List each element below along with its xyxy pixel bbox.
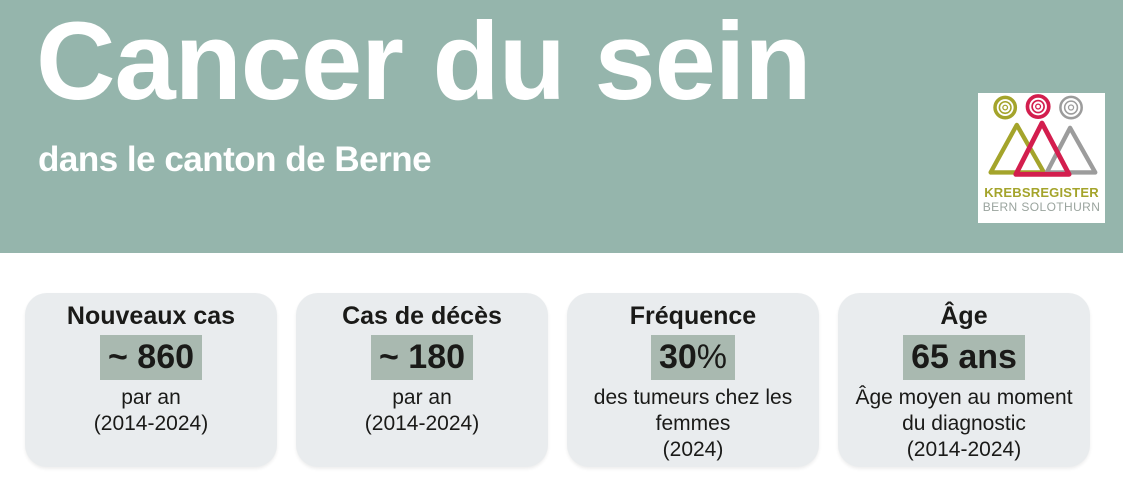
value-main: 65 ans — [911, 338, 1017, 376]
card-value-row: 30% — [567, 335, 819, 380]
card-title: Nouveaux cas — [66, 302, 236, 330]
card-line: (2024) — [662, 438, 724, 461]
three-mountains-icon — [988, 94, 1098, 177]
page-title: Cancer du sein — [36, 0, 812, 123]
card-title: Cas de décès — [342, 302, 502, 330]
card-line: par an — [121, 386, 181, 409]
card-value-row: 65 ans — [838, 335, 1090, 380]
card-line: (2014-2024) — [364, 412, 480, 435]
card-frequency: Fréquence 30% des tumeurs chez les femme… — [567, 293, 819, 467]
krebsregister-logo: KREBSREGISTER BERN SOLOTHURN — [978, 93, 1105, 223]
card-value-row: ~ 860 — [25, 335, 277, 380]
header-band: Cancer du sein dans le canton de Berne K… — [0, 0, 1123, 253]
highlighted-value: ~ 180 — [370, 335, 474, 380]
card-description: des tumeurs chez les femmes (2024) — [580, 385, 806, 463]
value-main: ~ 180 — [378, 338, 466, 376]
card-description: par an (2014-2024) — [309, 385, 535, 437]
card-line: par an — [392, 386, 452, 409]
card-title: Âge — [940, 302, 988, 330]
page-subtitle: dans le canton de Berne — [38, 140, 432, 179]
card-line: (2014-2024) — [906, 438, 1022, 461]
highlighted-value: 65 ans — [903, 335, 1025, 380]
value-main: ~ 860 — [107, 338, 195, 376]
card-line: (2014-2024) — [93, 412, 209, 435]
card-title: Fréquence — [629, 302, 757, 330]
highlighted-value: ~ 860 — [99, 335, 203, 380]
highlighted-value: 30% — [650, 335, 736, 380]
logo-text-line2: BERN SOLOTHURN — [982, 200, 1101, 214]
card-value-row: ~ 180 — [296, 335, 548, 380]
card-line: des tumeurs chez les femmes — [593, 386, 793, 435]
card-description: Âge moyen au moment du diagnostic (2014-… — [851, 385, 1077, 463]
card-description: par an (2014-2024) — [38, 385, 264, 437]
card-new-cases: Nouveaux cas ~ 860 par an (2014-2024) — [25, 293, 277, 467]
stat-cards-row: Nouveaux cas ~ 860 par an (2014-2024) Ca… — [0, 293, 1123, 467]
card-deaths: Cas de décès ~ 180 par an (2014-2024) — [296, 293, 548, 467]
card-age: Âge 65 ans Âge moyen au moment du diagno… — [838, 293, 1090, 467]
logo-text-line1: KREBSREGISTER — [984, 185, 1099, 200]
value-main: 30 — [658, 338, 697, 376]
card-line: Âge moyen au moment du diagnostic — [855, 386, 1073, 435]
value-suffix: % — [696, 338, 728, 376]
